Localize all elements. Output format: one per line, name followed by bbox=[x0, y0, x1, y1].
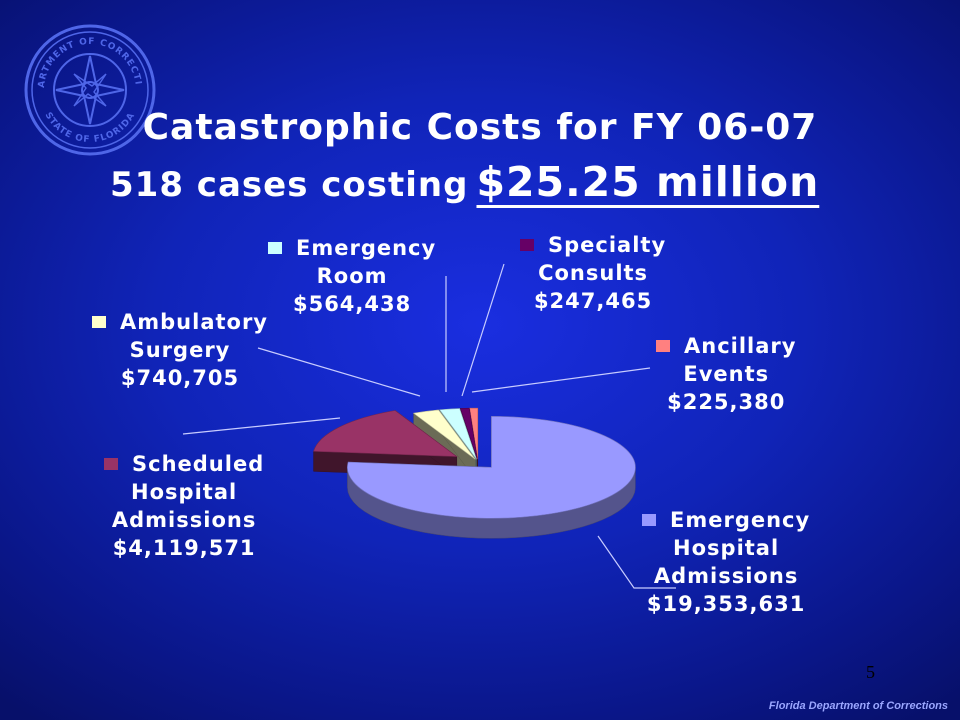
leader-line-ambulatory-surgery bbox=[257, 347, 421, 397]
label-emergency-hospital: Emergency Hospital Admissions $19,353,63… bbox=[642, 506, 810, 618]
label-specialty-consults-line1: Specialty bbox=[548, 233, 667, 257]
subtitle-prefix: 518 cases costing bbox=[110, 165, 469, 205]
label-ambulatory-surgery: Ambulatory Surgery $740,705 bbox=[92, 308, 268, 392]
label-emergency-hospital-line2: Hospital bbox=[673, 536, 780, 560]
slide-subtitle: 518 cases costing $25.25 million bbox=[110, 160, 819, 207]
pie-slice-ambulatory-surgery bbox=[412, 409, 476, 481]
label-scheduled-hospital: Scheduled Hospital Admissions $4,119,571 bbox=[104, 450, 264, 562]
label-ancillary-events-amount: $225,380 bbox=[667, 390, 786, 414]
label-scheduled-hospital-line2: Hospital bbox=[131, 480, 238, 504]
swatch-ancillary-events bbox=[656, 340, 670, 352]
label-emergency-hospital-amount: $19,353,631 bbox=[646, 592, 806, 616]
swatch-specialty-consults bbox=[520, 239, 534, 251]
slide-title: Catastrophic Costs for FY 06-07 bbox=[142, 107, 818, 148]
compass-star-icon bbox=[55, 55, 125, 125]
leader-line-scheduled-hospital bbox=[182, 417, 341, 435]
swatch-emergency-room bbox=[268, 242, 282, 254]
leader-lines bbox=[182, 263, 676, 589]
label-ambulatory-surgery-amount: $740,705 bbox=[120, 366, 240, 390]
seal-logo: DEPARTMENT OF CORRECTIONS STATE OF FLORI… bbox=[22, 22, 156, 156]
leader-line-emergency-hospital bbox=[597, 535, 676, 589]
subtitle-amount: $25.25 million bbox=[476, 158, 820, 206]
label-ambulatory-surgery-line1: Ambulatory bbox=[120, 310, 268, 334]
leader-line-specialty-consults bbox=[461, 263, 505, 397]
label-scheduled-hospital-line1: Scheduled bbox=[132, 452, 265, 476]
label-emergency-room: Emergency Room $564,438 bbox=[268, 234, 436, 318]
label-emergency-room-line1: Emergency bbox=[296, 236, 437, 260]
label-scheduled-hospital-amount: $4,119,571 bbox=[112, 536, 256, 560]
label-scheduled-hospital-line3: Admissions bbox=[111, 508, 257, 532]
label-specialty-consults-line2: Consults bbox=[538, 261, 649, 285]
footer-text: Florida Department of Corrections bbox=[768, 700, 948, 712]
swatch-scheduled-hospital bbox=[104, 458, 118, 470]
page-number: 5 bbox=[866, 662, 875, 682]
label-ancillary-events: Ancillary Events $225,380 bbox=[656, 332, 796, 416]
label-emergency-hospital-line3: Admissions bbox=[653, 564, 799, 588]
swatch-emergency-hospital bbox=[642, 514, 656, 526]
leader-line-ancillary-events bbox=[471, 367, 651, 393]
label-ancillary-events-line1: Ancillary bbox=[684, 334, 797, 358]
label-emergency-room-line2: Room bbox=[316, 264, 388, 288]
label-specialty-consults-amount: $247,465 bbox=[533, 289, 653, 313]
label-ancillary-events-line2: Events bbox=[683, 362, 770, 386]
label-emergency-room-amount: $564,438 bbox=[292, 292, 412, 316]
label-emergency-hospital-line1: Emergency bbox=[670, 508, 811, 532]
label-specialty-consults: Specialty Consults $247,465 bbox=[520, 231, 666, 315]
swatch-ambulatory-surgery bbox=[92, 316, 106, 328]
label-ambulatory-surgery-line2: Surgery bbox=[129, 338, 231, 362]
pie-slice-emergency-hospital bbox=[347, 416, 636, 539]
